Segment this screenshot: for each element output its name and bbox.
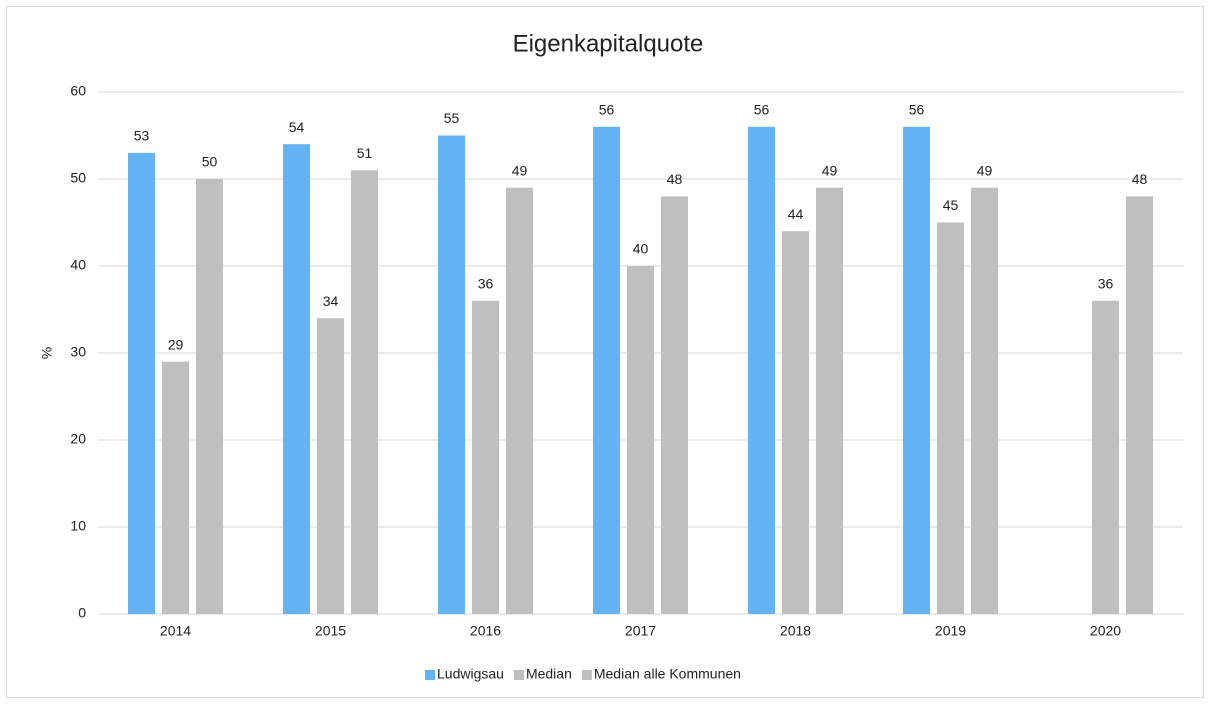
- x-tick-label: 2016: [470, 623, 501, 639]
- bar: [472, 300, 499, 614]
- data-label: 34: [323, 293, 339, 309]
- bar: [593, 126, 620, 615]
- legend-label: Ludwigsau: [437, 666, 504, 682]
- data-label: 36: [1098, 276, 1114, 292]
- data-label: 48: [1132, 171, 1148, 187]
- x-tick-label: 2015: [315, 623, 346, 639]
- bar: [317, 318, 344, 614]
- data-label: 40: [633, 241, 649, 257]
- data-label: 29: [168, 336, 184, 352]
- x-tick-label: 2019: [935, 623, 966, 639]
- bar: [748, 126, 775, 615]
- bar: [782, 231, 809, 614]
- data-label: 56: [599, 102, 615, 118]
- data-label: 44: [788, 206, 804, 222]
- y-tick-label: 40: [70, 257, 86, 273]
- y-tick-label: 10: [70, 518, 86, 534]
- bar: [627, 266, 654, 614]
- x-tick-label: 2020: [1090, 623, 1121, 639]
- bar: [971, 187, 998, 614]
- data-label: 54: [289, 119, 305, 135]
- y-tick-label: 20: [70, 431, 86, 447]
- chart-title: Eigenkapitalquote: [513, 30, 704, 57]
- bar: [162, 361, 189, 614]
- legend-swatch: [425, 670, 435, 680]
- bar: [661, 196, 688, 614]
- bar: [506, 187, 533, 614]
- bar: [903, 126, 930, 615]
- legend-label: Median: [526, 666, 572, 682]
- data-label: 51: [357, 145, 373, 161]
- data-label: 53: [134, 128, 150, 144]
- y-tick-label: 60: [70, 83, 86, 99]
- data-label: 50: [202, 154, 218, 170]
- legend-swatch: [513, 670, 524, 680]
- data-label: 49: [512, 162, 528, 178]
- bar: [351, 170, 378, 615]
- y-tick-label: 0: [78, 605, 86, 621]
- data-label: 49: [822, 162, 838, 178]
- data-label: 48: [667, 171, 683, 187]
- data-label: 56: [754, 102, 770, 118]
- bar: [438, 135, 465, 614]
- bar: [1126, 196, 1153, 614]
- data-label: 49: [977, 162, 993, 178]
- bar: [1092, 300, 1119, 614]
- legend-label: Median alle Kommunen: [594, 666, 741, 682]
- bar: [283, 144, 310, 614]
- bar: [196, 179, 223, 614]
- data-label: 56: [909, 102, 925, 118]
- x-tick-label: 2017: [625, 623, 656, 639]
- bar: [816, 187, 843, 614]
- y-tick-label: 50: [70, 170, 86, 186]
- y-tick-label: 30: [70, 344, 86, 360]
- legend-swatch: [581, 670, 592, 680]
- data-label: 55: [444, 110, 460, 126]
- bar: [128, 152, 155, 614]
- x-tick-label: 2014: [160, 623, 191, 639]
- data-label: 36: [478, 276, 494, 292]
- data-label: 45: [943, 197, 959, 213]
- y-axis-label: %: [39, 347, 55, 359]
- x-tick-label: 2018: [780, 623, 811, 639]
- bar: [937, 222, 964, 614]
